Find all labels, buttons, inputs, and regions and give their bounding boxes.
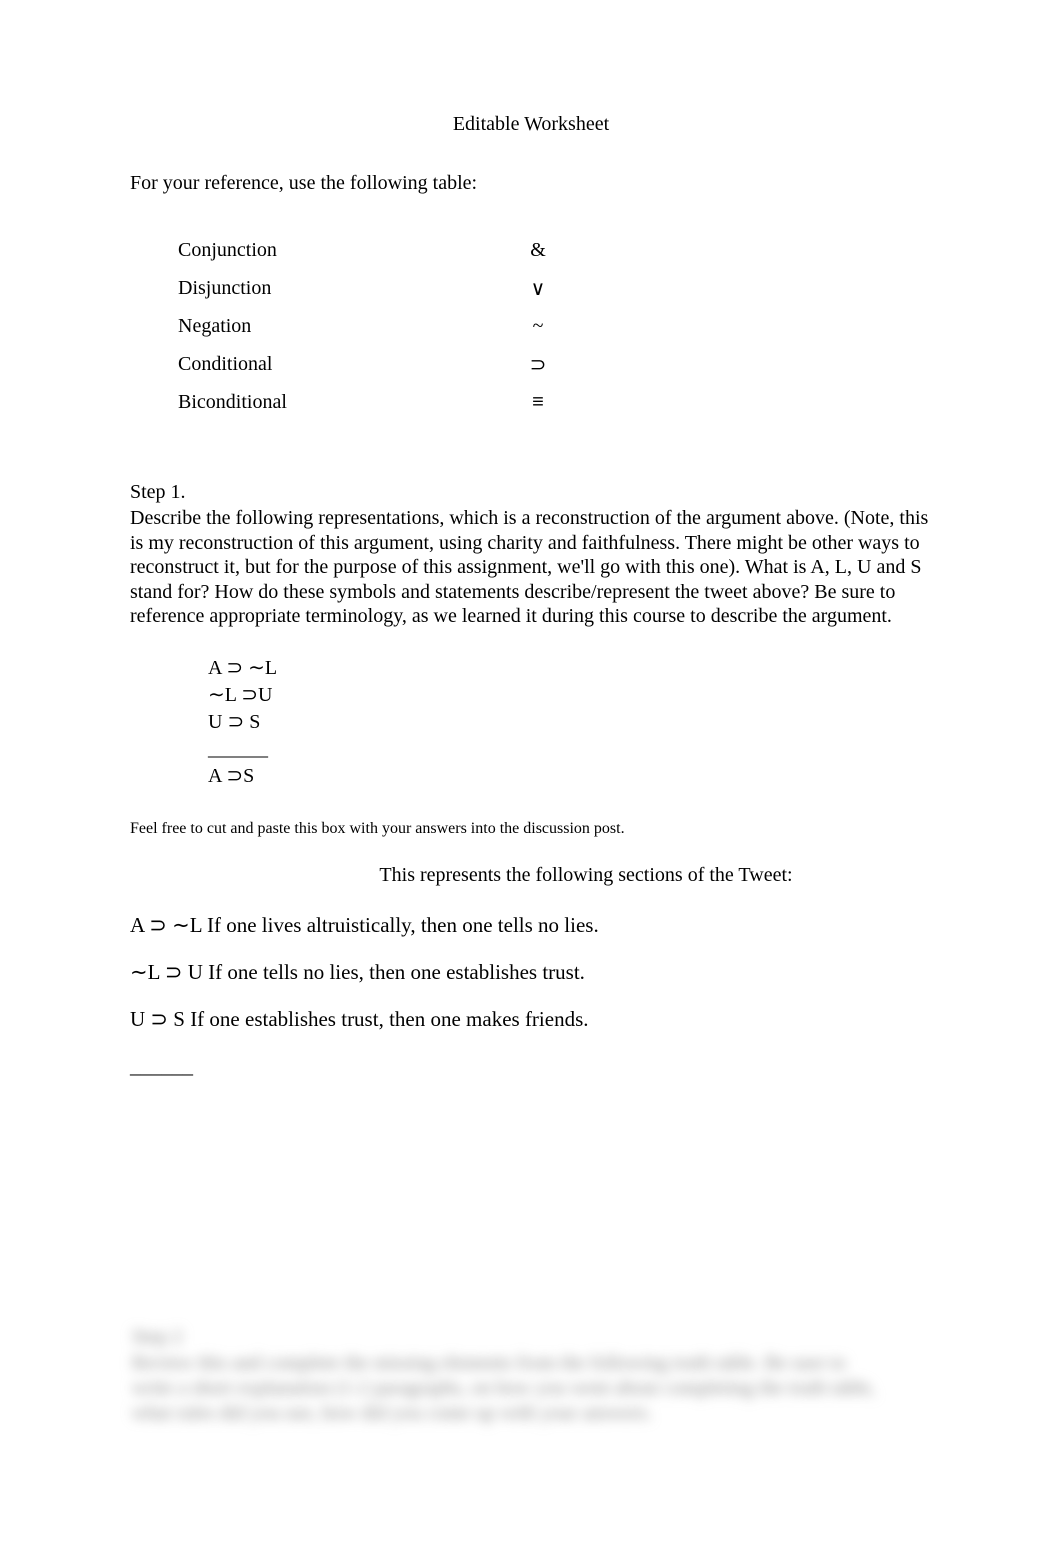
table-row: Conditional ⊃ xyxy=(178,345,932,383)
blurred-body-text: write a short explanation (1-2 paragraph… xyxy=(132,1376,1034,1401)
interpretation-divider: ______ xyxy=(130,1054,932,1079)
table-label: Negation xyxy=(178,315,518,338)
table-row: Negation ~ xyxy=(178,307,932,345)
table-label: Conditional xyxy=(178,353,518,376)
document-title: Editable Worksheet xyxy=(130,113,932,136)
interpretation-line: ∼L ⊃ U If one tells no lies, then one es… xyxy=(130,960,932,985)
table-symbol: ~ xyxy=(518,315,558,338)
table-label: Disjunction xyxy=(178,277,518,300)
argument-premise: A ⊃ ∼L xyxy=(208,655,932,682)
blurred-body-text: Review this and complete the missing ele… xyxy=(132,1351,1034,1376)
blurred-preview: Step 2 Review this and complete the miss… xyxy=(90,1280,1034,1426)
blurred-filler xyxy=(90,1280,1034,1302)
table-row: Biconditional ≡ xyxy=(178,383,932,421)
table-symbol: ≡ xyxy=(518,391,558,414)
paste-instruction: Feel free to cut and paste this box with… xyxy=(130,820,932,838)
argument-premise: U ⊃ S xyxy=(208,709,932,736)
step1-description: Describe the following representations, … xyxy=(130,506,932,629)
blurred-body-text: what rules did you use, how did you come… xyxy=(132,1401,1034,1426)
represents-heading: This represents the following sections o… xyxy=(130,864,932,887)
table-row: Conjunction & xyxy=(178,231,932,269)
table-row: Disjunction ∨ xyxy=(178,269,932,307)
interpretation-line: U ⊃ S If one establishes trust, then one… xyxy=(130,1007,932,1032)
table-symbol: ∨ xyxy=(518,276,558,301)
table-label: Conjunction xyxy=(178,239,518,262)
intro-text: For your reference, use the following ta… xyxy=(130,172,932,195)
table-label: Biconditional xyxy=(178,391,518,414)
step1-heading: Step 1. xyxy=(130,481,932,504)
argument-conclusion: A ⊃S xyxy=(208,763,932,790)
interpretation-line: A ⊃ ∼L If one lives altruistically, then… xyxy=(130,913,932,938)
table-symbol: ⊃ xyxy=(518,352,558,377)
reference-table: Conjunction & Disjunction ∨ Negation ~ C… xyxy=(178,231,932,421)
argument-block: A ⊃ ∼L ∼L ⊃U U ⊃ S ______ A ⊃S xyxy=(208,655,932,790)
argument-premise: ∼L ⊃U xyxy=(208,682,932,709)
table-symbol: & xyxy=(518,239,558,262)
blurred-step-heading: Step 2 xyxy=(132,1326,1034,1349)
argument-divider: ______ xyxy=(208,736,932,763)
